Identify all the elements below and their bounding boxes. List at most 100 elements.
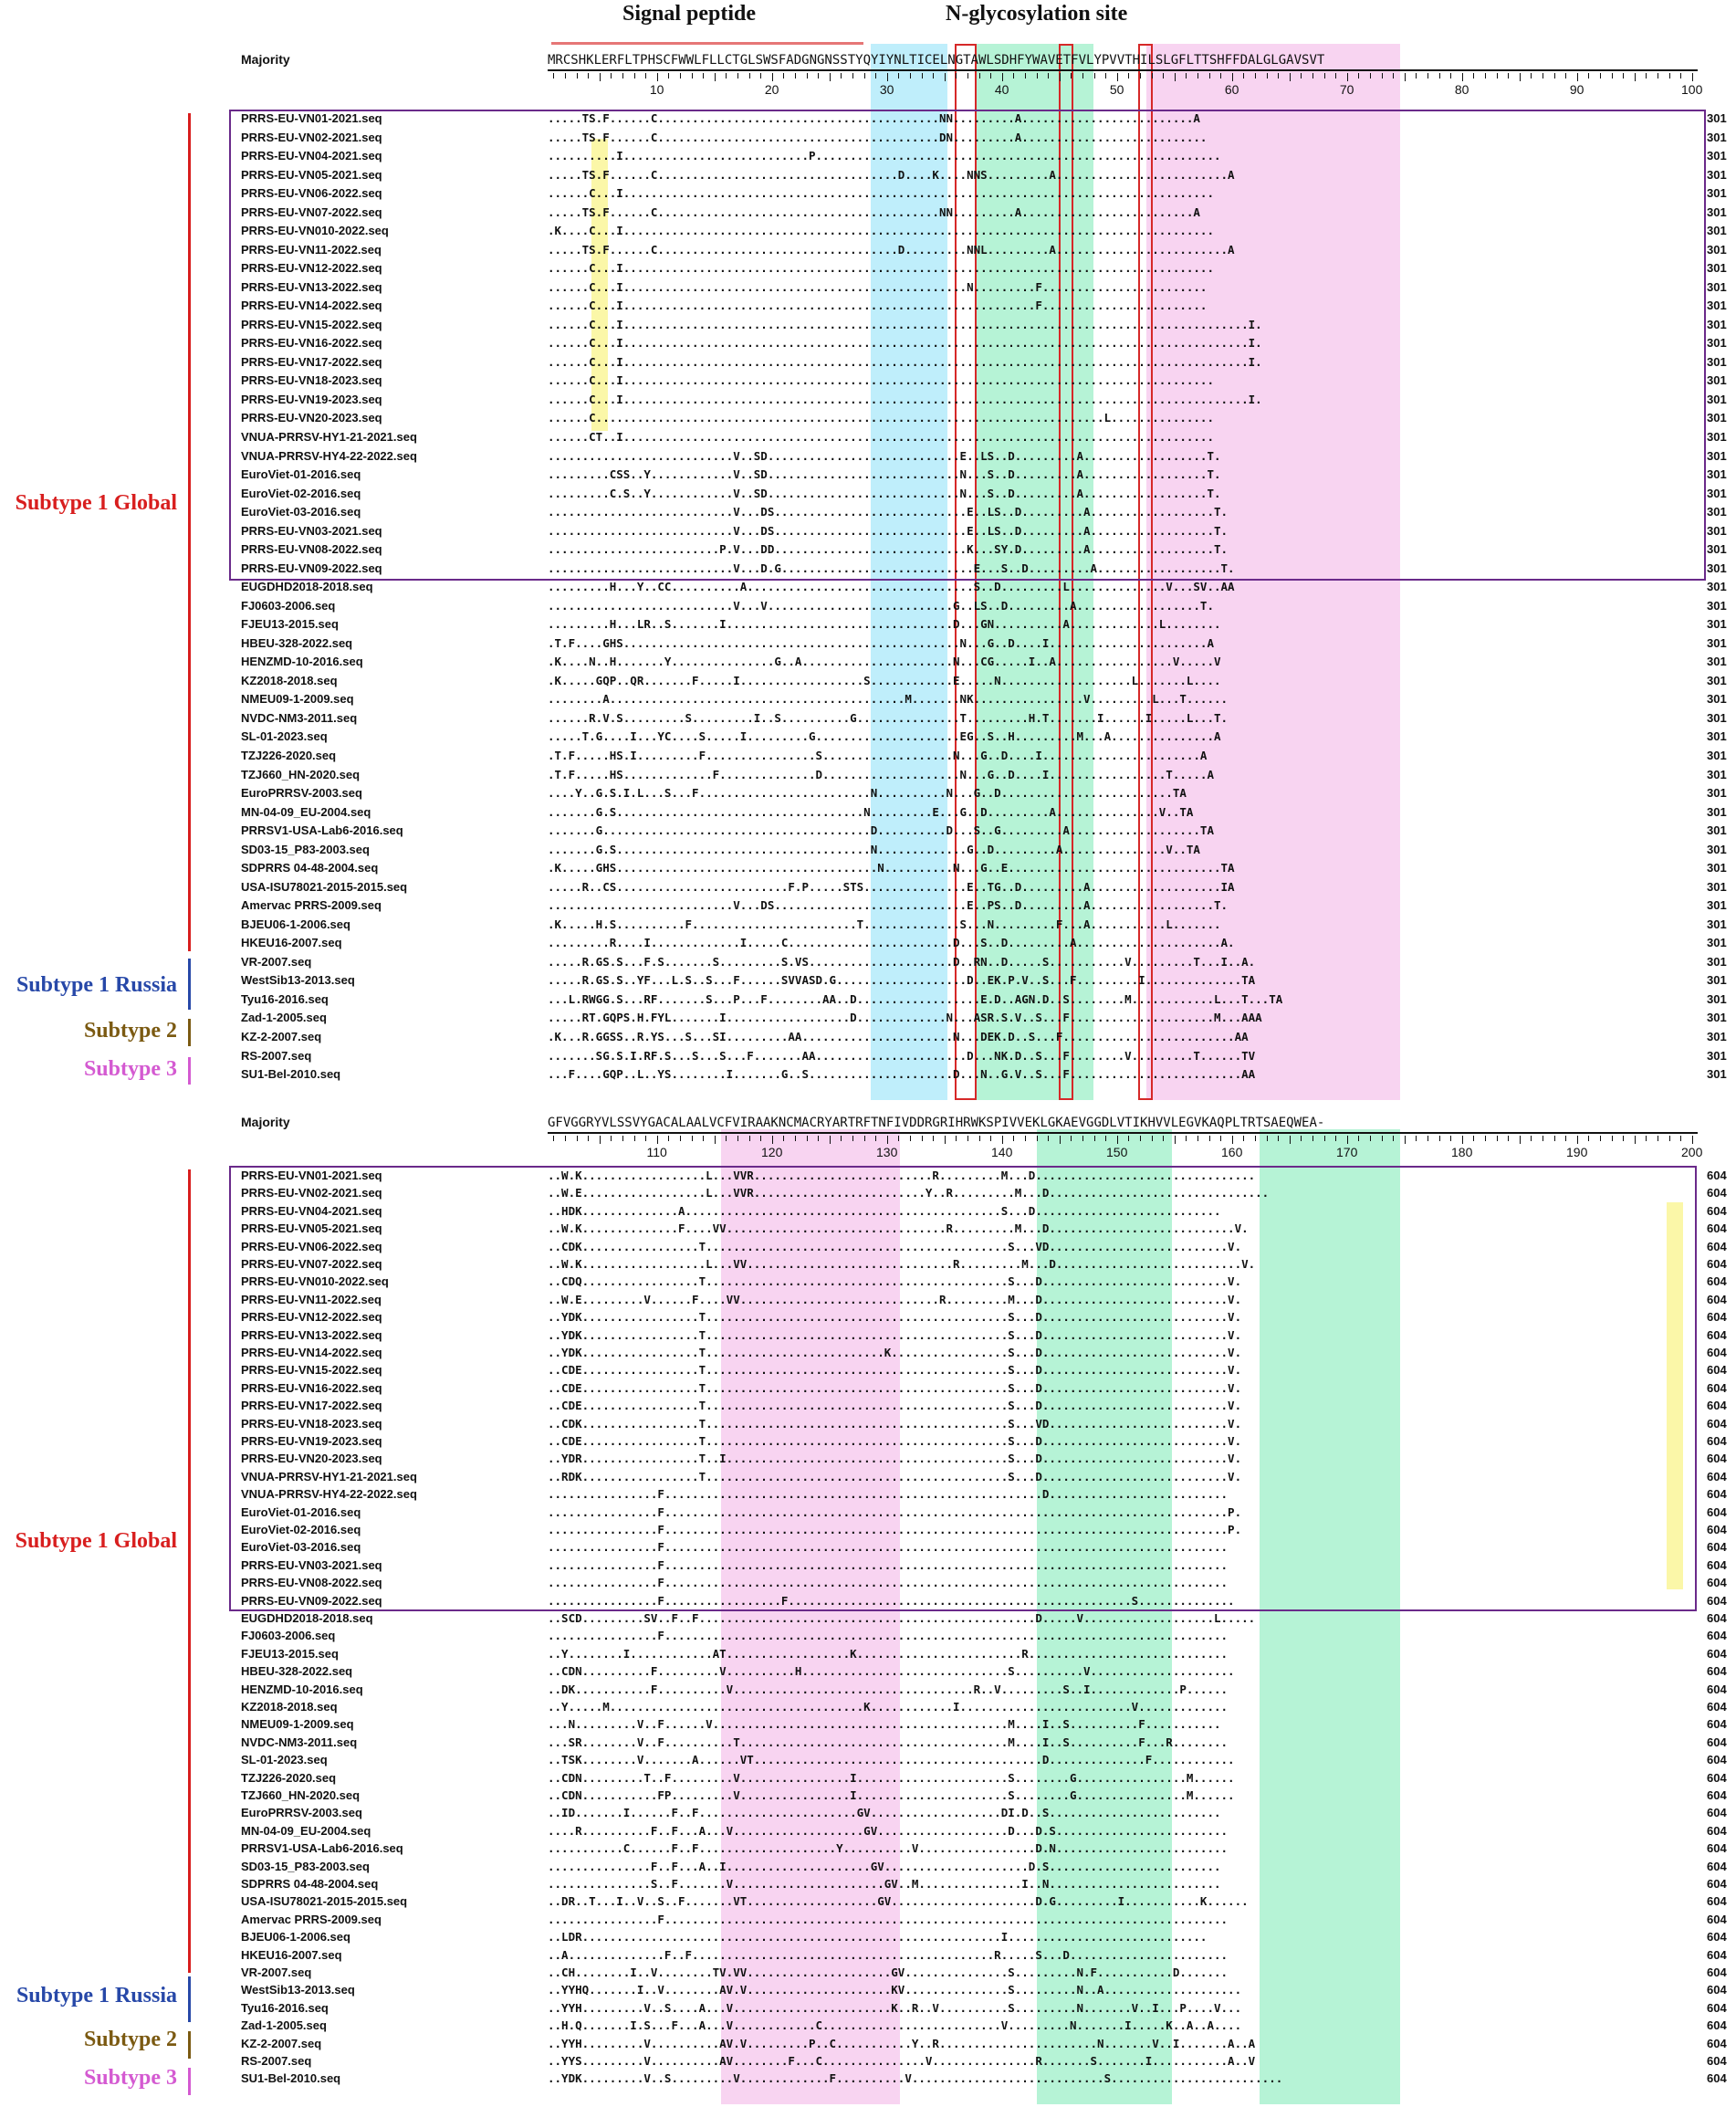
sequence-end-position: 604 [1707, 1947, 1727, 1962]
ruler-tick [703, 1136, 705, 1141]
sequence-residues: ..A..............F..F...................… [548, 1947, 1229, 1962]
sequence-end-position: 604 [1707, 1611, 1727, 1625]
ruler-tick [990, 73, 992, 79]
sequence-name: PRRSV1-USA-Lab6-2016.seq [241, 823, 403, 838]
sequence-end-position: 604 [1707, 1894, 1727, 1909]
sequence-end-position: 301 [1707, 973, 1727, 988]
ruler-tick [1508, 1136, 1510, 1141]
sequence-name: EuroViet-03-2016.seq [241, 505, 361, 519]
sequence-residues: ......CT..I.............................… [548, 430, 1214, 444]
ruler-number: 60 [1224, 82, 1239, 97]
alignment-panel-1: Signal peptide N-glycosylation site Majo… [16, 2, 1727, 1100]
sequence-end-position: 604 [1707, 1221, 1727, 1236]
sequence-end-position: 301 [1707, 430, 1727, 444]
sequence-end-position: 604 [1707, 1504, 1727, 1519]
ruler-tick [656, 1136, 658, 1144]
ruler-tick [933, 1136, 935, 1141]
sequence-residues: ..YYH.........V..S....A...V.............… [548, 2000, 1242, 2015]
group-bar-subtype1-global [188, 113, 191, 951]
sequence-name: PRRS-EU-VN19-2023.seq [241, 1434, 382, 1448]
sequence-end-position: 301 [1707, 336, 1727, 351]
ruler-tick [1438, 1136, 1440, 1141]
ruler-tick [1301, 73, 1302, 79]
ruler-tick [760, 1136, 762, 1141]
sequence-name: Zad-1-2005.seq [241, 1011, 327, 1025]
ruler-tick [1254, 73, 1256, 79]
sequence-end-position: 301 [1707, 954, 1727, 969]
sequence-residues: ..ID.......I......F..F..................… [548, 1806, 1221, 1820]
sequence-residues: ..W.E..................L...VVR..........… [548, 1186, 1270, 1200]
sequence-name: FJ0603-2006.seq [241, 1629, 336, 1643]
sequence-residues: .........CSS..Y............V..SD........… [548, 467, 1221, 482]
ruler-tick [1116, 73, 1118, 81]
ruler-tick [829, 1136, 831, 1144]
ruler-tick [1553, 73, 1555, 79]
sequence-end-position: 604 [1707, 1930, 1727, 1945]
sequence-residues: ..CDE.................T.................… [548, 1363, 1242, 1378]
sequence-residues: .....R..CS.........................F.P..… [548, 879, 1235, 894]
ruler-tick [1278, 1136, 1280, 1141]
sequence-residues: ..CDE.................T.................… [548, 1399, 1242, 1413]
sequence-end-position: 604 [1707, 1487, 1727, 1502]
sequence-name: HENZMD-10-2016.seq [241, 1682, 363, 1696]
sequence-name: FJ0603-2006.seq [241, 598, 336, 613]
vietnam-group-box [229, 110, 1706, 581]
sequence-end-position: 301 [1707, 635, 1727, 650]
sequence-end-position: 301 [1707, 261, 1727, 276]
ruler-tick [1599, 1136, 1601, 1141]
sequence-name: PRRS-EU-VN09-2022.seq [241, 1593, 382, 1608]
ruler-tick [1220, 1136, 1222, 1141]
ruler-tick [1646, 73, 1647, 79]
ruler-tick [553, 73, 555, 79]
ruler-tick [726, 73, 727, 79]
ruler-tick [978, 73, 980, 79]
ruler-tick [553, 1136, 555, 1141]
sequence-name: PRRS-EU-VN14-2022.seq [241, 1346, 382, 1359]
sequence-end-position: 604 [1707, 1823, 1727, 1838]
ruler-tick [1186, 1136, 1187, 1141]
sequence-name: HKEU16-2007.seq [241, 936, 342, 950]
ruler-tick [1139, 1136, 1141, 1141]
sequence-name: PRRS-EU-VN12-2022.seq [241, 1310, 382, 1325]
ruler-tick [564, 1136, 566, 1141]
ruler-tick [875, 1136, 877, 1141]
highlight-region-yellow [591, 139, 608, 431]
sequence-end-position: 604 [1707, 1912, 1727, 1926]
ruler-tick [1611, 1136, 1613, 1141]
sequence-residues: ..YDK.........V..S.........V............… [548, 2071, 1283, 2086]
sequence-residues: ...............F..F...A..I..............… [548, 1859, 1221, 1873]
sequence-name: VNUA-PRRSV-HY1-21-2021.seq [241, 430, 417, 444]
ruler-tick [1036, 1136, 1038, 1141]
sequence-end-position: 604 [1707, 1310, 1727, 1325]
ruler-tick [978, 1136, 980, 1141]
n-glycosylation-title: N-glycosylation site [946, 2, 1128, 26]
ruler-tick [1243, 73, 1245, 79]
ruler-tick [703, 73, 705, 79]
sequence-name: EuroViet-03-2016.seq [241, 1540, 361, 1555]
ruler-tick [1323, 73, 1325, 79]
sequence-end-position: 301 [1707, 1067, 1727, 1082]
sequence-end-position: 301 [1707, 111, 1727, 125]
sequence-end-position: 301 [1707, 354, 1727, 369]
sequence-residues: ................F.......................… [548, 1557, 1229, 1572]
ruler-tick [714, 1136, 716, 1144]
sequence-residues: ...........................V...DS.......… [548, 505, 1229, 519]
sequence-residues: ..YDK.................T.................… [548, 1346, 1242, 1359]
position-ruler: 10 20 30 40 50 60 70 80 90 100 [548, 73, 1702, 97]
sequence-name: KZ2018-2018.seq [241, 1700, 338, 1714]
sequence-end-position: 301 [1707, 149, 1727, 163]
ruler-tick [1013, 73, 1015, 79]
sequence-residues: .......G................................… [548, 823, 1214, 838]
ruler-tick [1427, 73, 1428, 79]
ruler-tick [967, 1136, 968, 1141]
ruler-number: 30 [879, 82, 894, 97]
ruler-number: 140 [991, 1145, 1013, 1159]
sequence-residues: .....R.GS.S...F.S.......S.........S.VS..… [548, 954, 1256, 969]
ruler-tick [1496, 73, 1498, 79]
sequence-name: PRRS-EU-VN01-2021.seq [241, 1169, 382, 1182]
ruler-tick [1623, 1136, 1625, 1141]
ruler-tick [1071, 73, 1072, 79]
sequence-residues: ......R.V.S.........S.........I..S......… [548, 710, 1229, 725]
ruler-tick [852, 73, 853, 79]
sequence-name: PRRS-EU-VN15-2022.seq [241, 1363, 382, 1378]
